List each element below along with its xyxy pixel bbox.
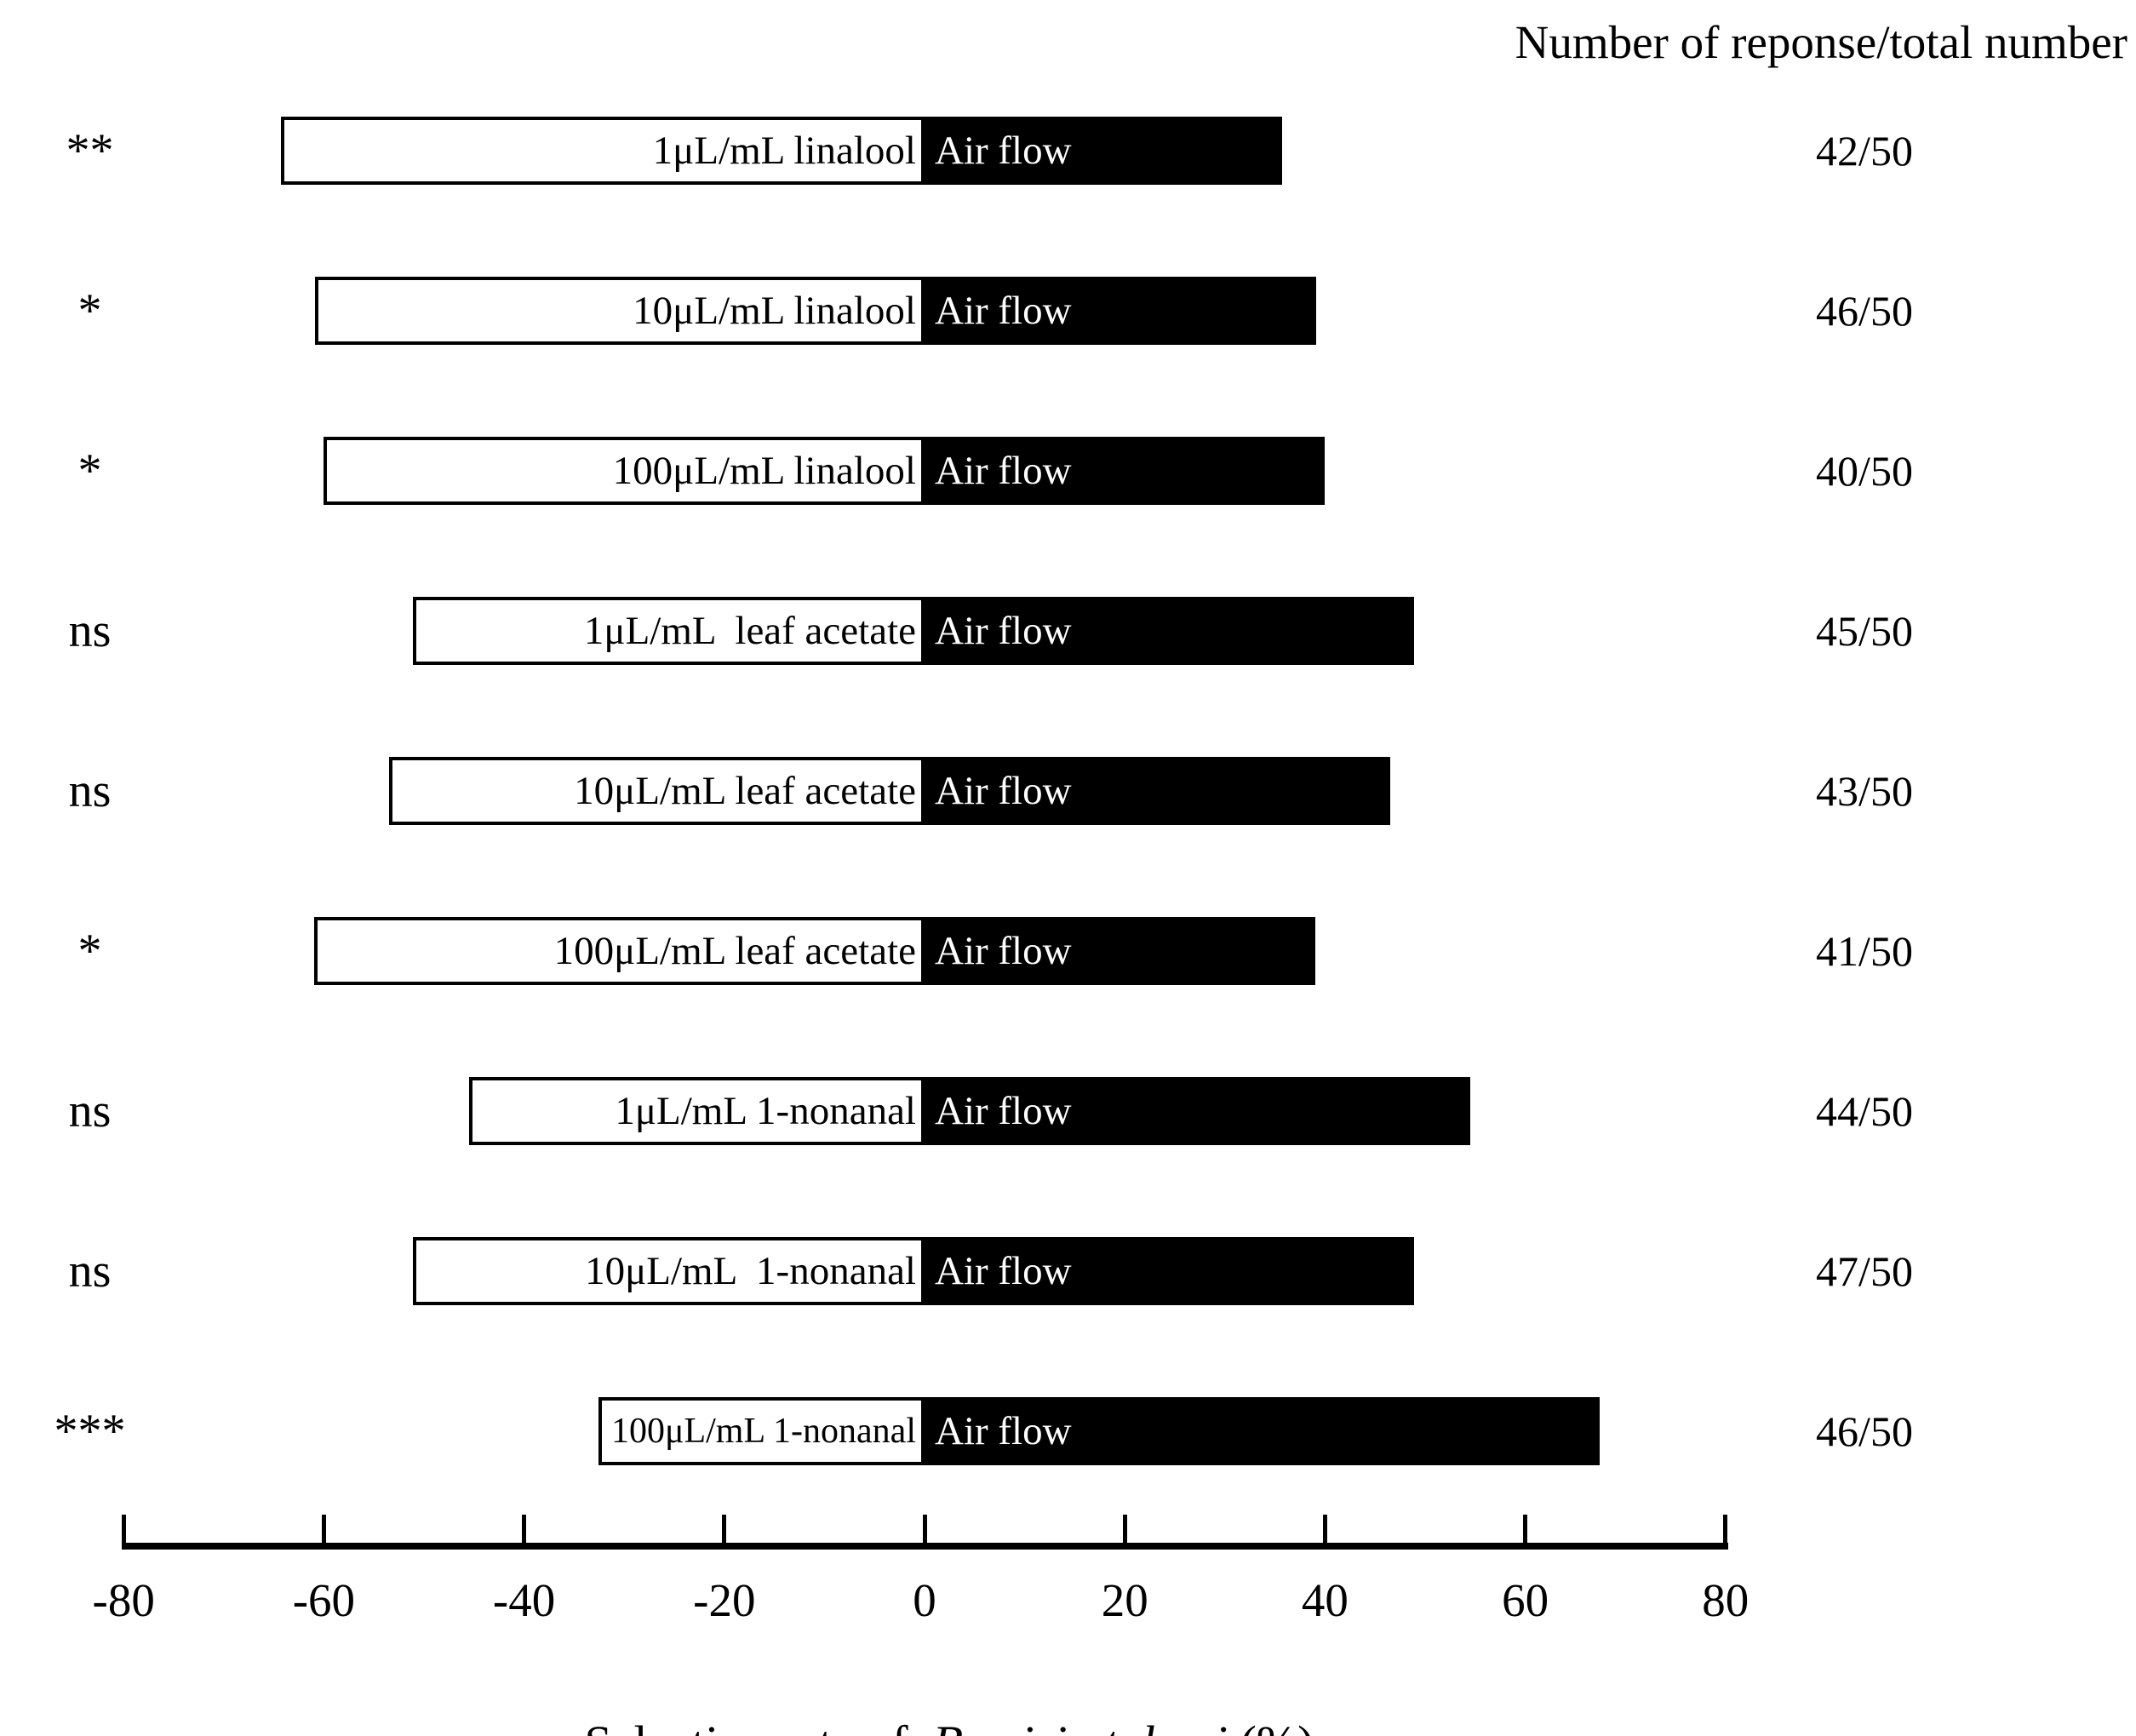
response-count: 41/50: [1816, 927, 1913, 975]
response-count-column-header: Number of reponse/total number: [1515, 16, 2127, 68]
x-axis-tick-label: 80: [1702, 1574, 1749, 1626]
significance-label: **: [66, 124, 114, 177]
x-axis-line: [122, 1543, 1728, 1550]
significance-label: *: [77, 284, 102, 337]
treatment-bar-label: 10μL/mL leaf acetate: [574, 769, 916, 813]
airflow-bar: Air flow: [925, 117, 1282, 185]
significance-label: *: [77, 925, 102, 977]
treatment-bar: 1μL/mL linalool: [280, 117, 925, 185]
treatment-bar: 10μL/mL leaf acetate: [388, 757, 925, 825]
x-axis-tick: [722, 1515, 727, 1543]
x-axis-tick-label: -40: [492, 1574, 556, 1626]
significance-label: ***: [54, 1405, 126, 1458]
treatment-bar-label: 10μL/mL linalool: [633, 289, 916, 333]
airflow-bar-label: Air flow: [935, 1089, 1072, 1133]
response-count: 44/50: [1816, 1087, 1913, 1135]
x-axis-tick: [121, 1515, 126, 1543]
airflow-bar: Air flow: [925, 1077, 1470, 1145]
airflow-bar-label: Air flow: [935, 609, 1072, 653]
treatment-bar: 100μL/mL 1-nonanal: [598, 1397, 925, 1465]
treatment-bar: 10μL/mL 1-nonanal: [413, 1237, 925, 1305]
response-count: 40/50: [1816, 447, 1913, 495]
x-axis-title: Selection rate of Bemisia tabaci (%): [123, 1658, 1726, 1736]
x-axis-title-suffix: (%): [1228, 1716, 1314, 1736]
treatment-bar-label: 100μL/mL 1-nonanal: [610, 1412, 916, 1451]
airflow-bar: Air flow: [925, 1237, 1415, 1305]
treatment-bar: 1μL/mL leaf acetate: [413, 597, 925, 665]
x-axis-title-prefix: Selection rate of: [585, 1716, 933, 1736]
airflow-bar: Air flow: [925, 597, 1415, 665]
treatment-bar-label: 1μL/mL leaf acetate: [583, 609, 916, 653]
x-axis-tick-label: 20: [1101, 1574, 1148, 1626]
treatment-bar: 1μL/mL 1-nonanal: [468, 1077, 925, 1145]
airflow-bar-label: Air flow: [935, 929, 1072, 973]
x-axis-tick-label: 60: [1502, 1574, 1549, 1626]
airflow-bar-label: Air flow: [935, 769, 1072, 813]
x-axis-tick: [1523, 1515, 1528, 1543]
response-count: 46/50: [1816, 287, 1913, 335]
treatment-bar-label: 10μL/mL 1-nonanal: [585, 1249, 916, 1293]
significance-label: ns: [68, 765, 112, 817]
treatment-bar: 100μL/mL leaf acetate: [313, 917, 925, 985]
x-axis-tick: [522, 1515, 527, 1543]
treatment-bar-label: 1μL/mL 1-nonanal: [615, 1089, 916, 1133]
airflow-bar-label: Air flow: [935, 289, 1072, 333]
x-axis-tick: [922, 1515, 927, 1543]
x-axis-tick: [321, 1515, 326, 1543]
x-axis-tick-label: 0: [913, 1574, 936, 1626]
x-axis-tick-label: -20: [693, 1574, 756, 1626]
x-axis-tick: [1322, 1515, 1327, 1543]
response-count: 42/50: [1816, 127, 1913, 175]
x-axis-tick-label: 40: [1301, 1574, 1349, 1626]
airflow-bar-label: Air flow: [935, 1249, 1072, 1293]
airflow-bar: Air flow: [925, 277, 1316, 345]
response-count: 47/50: [1816, 1247, 1913, 1295]
response-count: 45/50: [1816, 607, 1913, 655]
airflow-bar: Air flow: [925, 1397, 1600, 1465]
response-count: 43/50: [1816, 767, 1913, 815]
significance-label: ns: [68, 1245, 112, 1298]
x-axis-tick: [1723, 1515, 1728, 1543]
treatment-bar: 100μL/mL linalool: [324, 437, 925, 505]
x-axis-tick-label: -80: [92, 1574, 155, 1626]
airflow-bar: Air flow: [925, 437, 1326, 505]
treatment-bar-label: 1μL/mL linalool: [652, 129, 916, 173]
airflow-bar-label: Air flow: [935, 449, 1072, 493]
airflow-bar-label: Air flow: [935, 1409, 1072, 1453]
treatment-bar-label: 100μL/mL leaf acetate: [553, 929, 916, 973]
response-count: 46/50: [1816, 1407, 1913, 1455]
airflow-bar: Air flow: [925, 757, 1390, 825]
significance-label: *: [77, 444, 102, 497]
x-axis-tick: [1122, 1515, 1127, 1543]
significance-label: ns: [68, 604, 112, 657]
x-axis-title-species-italic: Bemisia tabaci: [933, 1716, 1228, 1736]
x-axis-tick-label: -60: [292, 1574, 356, 1626]
significance-label: ns: [68, 1085, 112, 1137]
treatment-bar: 10μL/mL linalool: [314, 277, 925, 345]
treatment-bar-label: 100μL/mL linalool: [612, 449, 916, 493]
airflow-bar-label: Air flow: [935, 129, 1072, 173]
airflow-bar: Air flow: [925, 917, 1315, 985]
